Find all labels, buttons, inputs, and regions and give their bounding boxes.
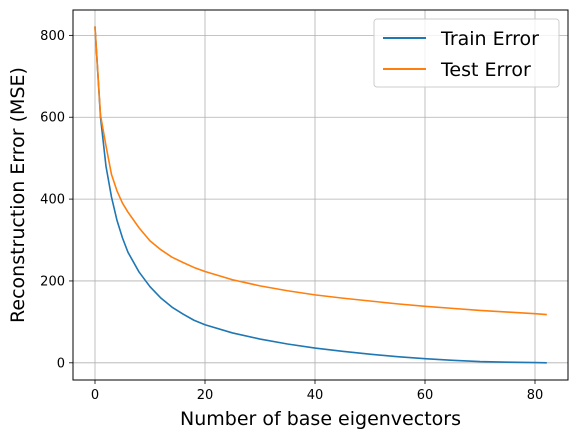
x-tick-label-80: 80 bbox=[527, 388, 544, 403]
x-axis-label: Number of base eigenvectors bbox=[180, 408, 461, 430]
y-tick-label-200: 200 bbox=[40, 274, 65, 289]
x-tick-label-0: 0 bbox=[91, 388, 99, 403]
series-line-test-error bbox=[94, 26, 547, 316]
y-tick-label-600: 600 bbox=[40, 111, 65, 126]
legend-label-test: Test Error bbox=[440, 59, 531, 81]
y-tick-label-400: 400 bbox=[40, 193, 65, 208]
x-tick-label-20: 20 bbox=[197, 388, 214, 403]
x-tick-label-40: 40 bbox=[307, 388, 324, 403]
legend-label-train: Train Error bbox=[440, 28, 539, 50]
series-lines bbox=[94, 26, 547, 364]
legend: Train Error Test Error bbox=[373, 18, 560, 88]
y-axis-label: Reconstruction Error (MSE) bbox=[7, 67, 29, 323]
y-tick-label-800: 800 bbox=[40, 29, 65, 44]
x-tick-label-60: 60 bbox=[417, 388, 434, 403]
y-tick-label-0: 0 bbox=[57, 356, 65, 371]
plot-frame bbox=[72, 9, 569, 381]
series-line-train-error bbox=[94, 26, 547, 364]
